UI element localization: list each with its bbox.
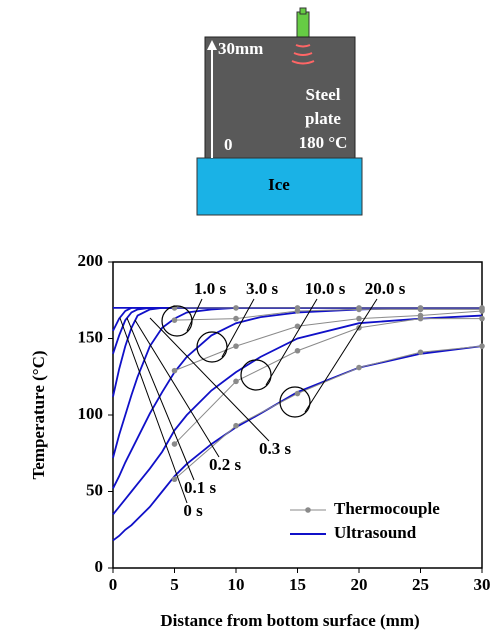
thermocouple-point (356, 307, 362, 313)
zero-label: 0 (224, 135, 233, 154)
ice-label: Ice (268, 175, 290, 194)
annotation: 0.2 s (209, 455, 242, 474)
y-tick-label: 50 (86, 480, 103, 499)
thermocouple-point (356, 365, 362, 371)
thermocouple-point (418, 307, 424, 313)
annotation: 0.3 s (259, 439, 292, 458)
highlight-circle (280, 387, 310, 417)
thermocouple-point (172, 441, 178, 447)
x-tick-label: 20 (351, 575, 368, 594)
thermocouple-point (233, 305, 239, 311)
thermocouple-point (479, 316, 485, 322)
thermocouple-point (172, 317, 178, 323)
thermocouple-point (172, 368, 178, 374)
sensor (297, 12, 309, 37)
annotation-pointer (305, 299, 377, 412)
x-tick-label: 10 (228, 575, 245, 594)
highlight-circle (197, 332, 227, 362)
y-tick-label: 150 (78, 327, 104, 346)
y-tick-label: 0 (95, 557, 104, 576)
thermocouple-line (175, 311, 483, 371)
thermocouple-point (295, 391, 301, 397)
thermocouple-point (479, 308, 485, 314)
legend-swatch (305, 507, 311, 513)
thermocouple-point (356, 316, 362, 322)
annotation: 20.0 s (365, 279, 406, 298)
legend-label: Thermocouple (334, 499, 440, 518)
annotation-pointer (187, 299, 202, 331)
plate-label: Steel (306, 85, 341, 104)
annotation: 0 s (183, 501, 203, 520)
y-axis-label: Temperature (°C) (29, 350, 48, 479)
x-tick-label: 15 (289, 575, 306, 594)
thermocouple-point (479, 343, 485, 349)
annotation: 1.0 s (194, 279, 227, 298)
thermocouple-point (172, 476, 178, 482)
thermocouple-line (175, 319, 483, 444)
thermocouple-point (233, 379, 239, 385)
x-tick-label: 25 (412, 575, 429, 594)
y-tick-label: 100 (78, 404, 104, 423)
highlight-circle (241, 360, 271, 390)
figure: 30mm 0 Steel plate 180 °C Ice Distance f… (0, 0, 497, 639)
temp-label: 180 °C (299, 133, 348, 152)
thermocouple-point (295, 348, 301, 354)
sensor-cap (300, 8, 306, 14)
thermocouple-point (418, 349, 424, 355)
thermocouple-point (418, 316, 424, 322)
plate-label: plate (305, 109, 341, 128)
annotation: 3.0 s (246, 279, 279, 298)
ultrasound-line (113, 308, 482, 489)
y-tick-label: 200 (78, 251, 104, 270)
thermocouple-point (233, 316, 239, 322)
x-tick-label: 0 (109, 575, 118, 594)
thermocouple-point (233, 343, 239, 349)
x-tick-label: 30 (474, 575, 491, 594)
legend-label: Ultrasound (334, 523, 417, 542)
x-axis-label: Distance from bottom surface (mm) (160, 611, 419, 630)
thermocouple-point (295, 308, 301, 314)
annotation: 0.1 s (184, 478, 217, 497)
thermocouple-point (233, 423, 239, 429)
thickness-label: 30mm (218, 39, 263, 58)
annotation: 10.0 s (305, 279, 346, 298)
x-tick-label: 5 (170, 575, 179, 594)
